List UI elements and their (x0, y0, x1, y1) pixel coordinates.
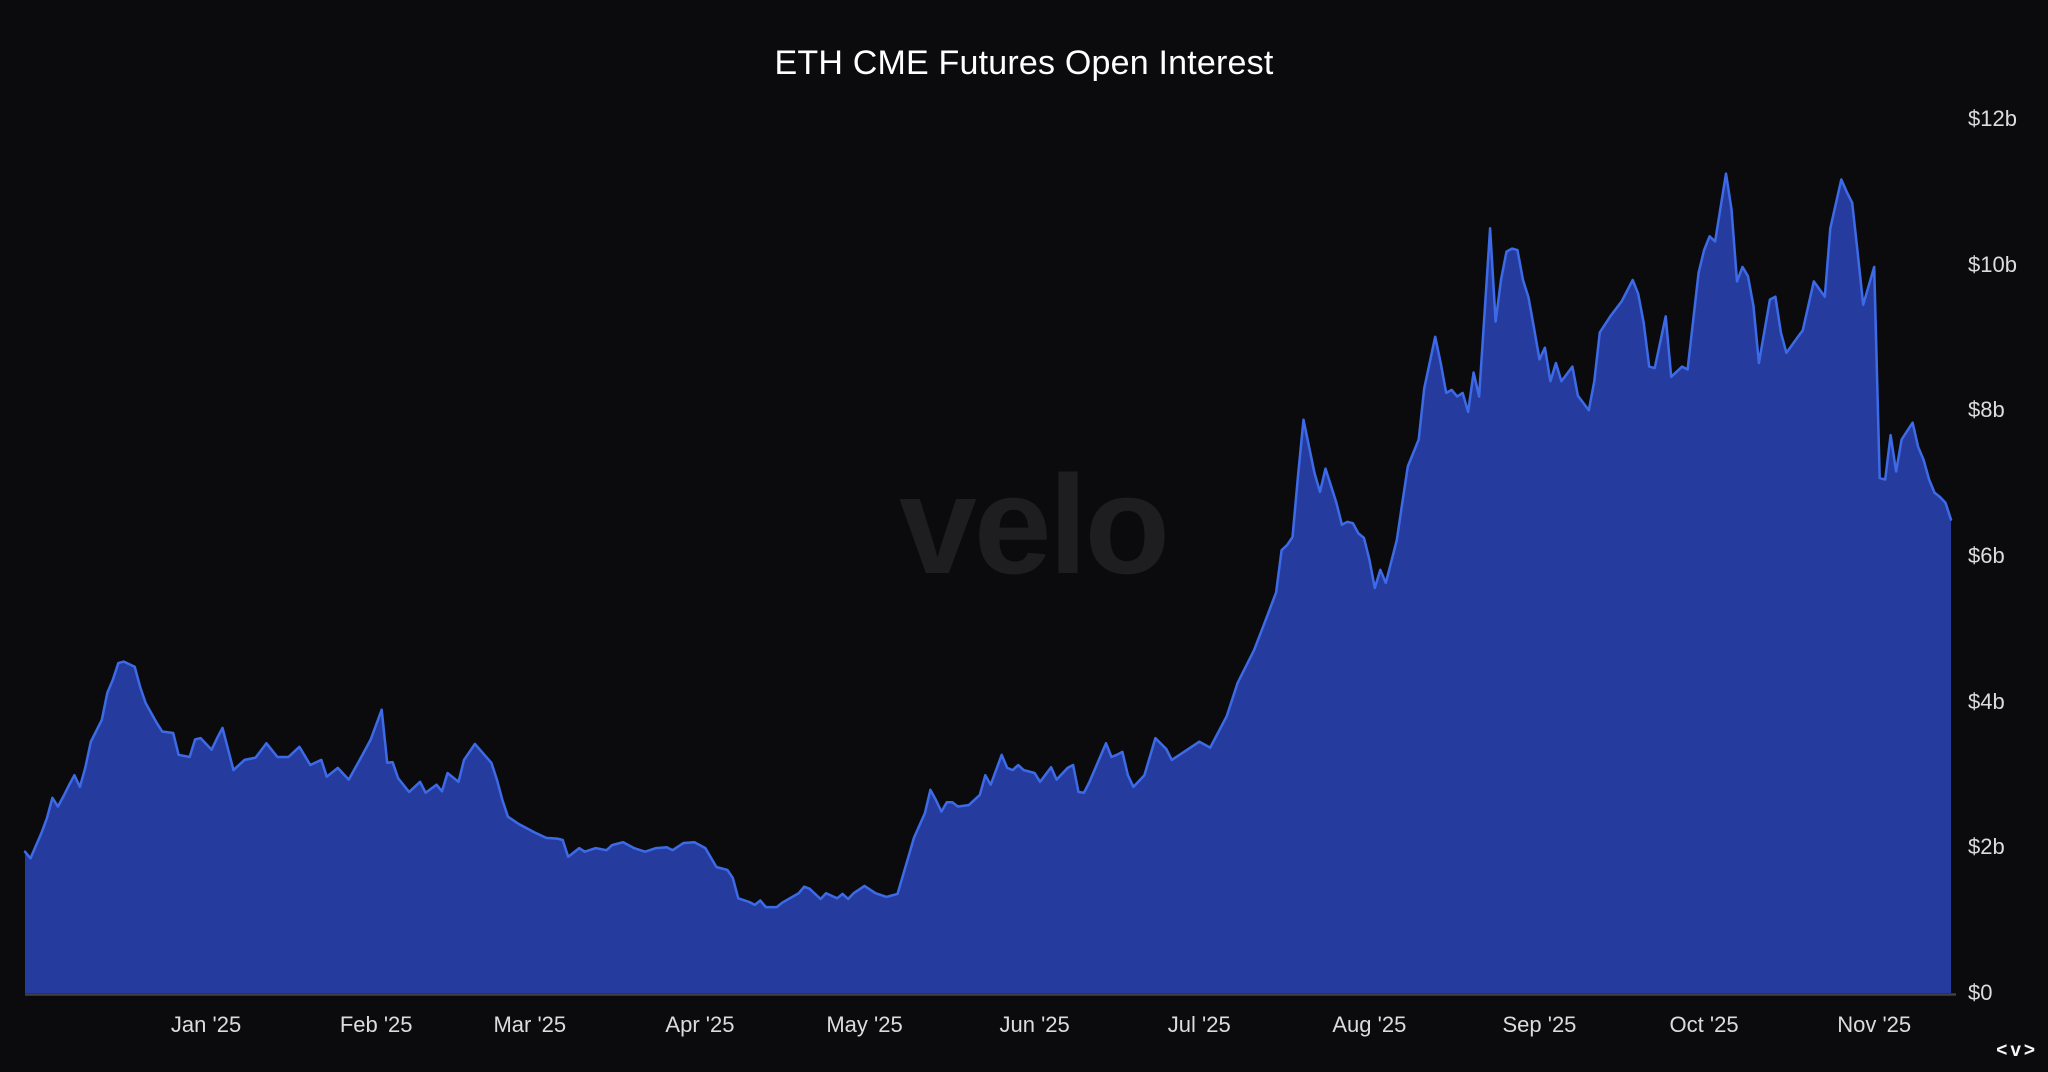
x-tick-label: Jan '25 (170, 1012, 242, 1037)
y-tick-label: $6b (1968, 543, 2005, 568)
series-line (23, 172, 1953, 909)
x-tick-label: Oct '25 (1669, 1012, 1739, 1037)
y-tick-label: $12b (1968, 106, 2017, 131)
x-tick-label: Sep '25 (1502, 1012, 1577, 1037)
x-tick-label: Aug '25 (1332, 1012, 1407, 1037)
chart-title: ETH CME Futures Open Interest (774, 44, 1274, 82)
x-tick-label: Jul '25 (1167, 1012, 1231, 1037)
x-tick-label: Mar '25 (493, 1012, 567, 1037)
y-tick-label: $8b (1968, 397, 2005, 423)
x-tick-label: Nov '25 (1837, 1012, 1912, 1037)
area-fill-shape (25, 173, 1951, 994)
y-tick-label: $10b (1968, 251, 2017, 277)
velo-logo[interactable]: <v> (1996, 1040, 2038, 1061)
y-tick-label: $0 (1968, 980, 1993, 1005)
x-tick-label: Feb '25 (339, 1012, 413, 1037)
y-tick-label: $2b (1968, 834, 2005, 860)
x-tick-label: Jun '25 (999, 1012, 1070, 1037)
x-tick-label: Apr '25 (665, 1012, 735, 1037)
x-tick-label: May '25 (826, 1012, 903, 1037)
y-tick-label: $4b (1968, 688, 2005, 714)
